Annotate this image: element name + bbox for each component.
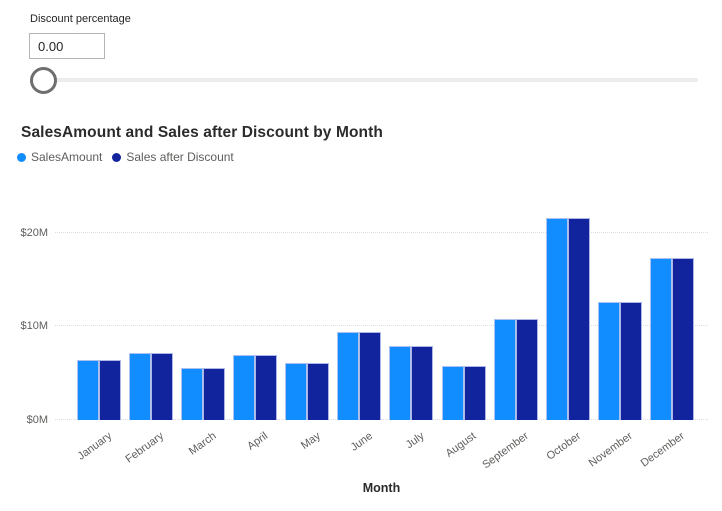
- bar-group-june: [337, 331, 382, 420]
- bar-sales-after-discount-november[interactable]: [619, 301, 642, 420]
- y-axis-tick-label: $10M: [20, 320, 48, 333]
- slicer-label: Discount percentage: [30, 13, 131, 25]
- bar-sales-after-discount-september[interactable]: [515, 318, 538, 420]
- slider-handle[interactable]: [30, 67, 57, 94]
- bar-group-april: [233, 355, 278, 420]
- x-axis-label-march: March: [186, 430, 219, 458]
- bar-salesamount-january[interactable]: [77, 360, 99, 420]
- bar-sales-after-discount-april[interactable]: [255, 355, 278, 420]
- legend-label: SalesAmount: [31, 150, 103, 164]
- legend-item-0[interactable]: SalesAmount: [17, 150, 102, 164]
- gridline-$0M: [55, 419, 708, 420]
- slider-track[interactable]: [32, 78, 698, 82]
- x-axis-label-may: May: [298, 430, 323, 452]
- bar-group-september: [493, 318, 538, 420]
- bar-salesamount-march[interactable]: [181, 368, 204, 420]
- bar-sales-after-discount-may[interactable]: [307, 362, 330, 420]
- bar-salesamount-december[interactable]: [649, 257, 672, 420]
- x-axis-label-october: October: [544, 430, 583, 463]
- bar-salesamount-april[interactable]: [233, 355, 256, 420]
- x-axis-title: Month: [362, 481, 401, 495]
- bar-group-november: [597, 301, 642, 420]
- x-axis-label-november: November: [586, 430, 635, 470]
- bar-sales-after-discount-february[interactable]: [151, 352, 174, 420]
- y-axis-tick-label: $20M: [20, 226, 48, 239]
- bar-group-may: [285, 362, 330, 420]
- bar-salesamount-july[interactable]: [389, 345, 412, 420]
- bar-sales-after-discount-july[interactable]: [411, 345, 434, 420]
- plot-area: $0M $10M $20M: [20, 205, 708, 426]
- chart-title: SalesAmount and Sales after Discount by …: [21, 124, 383, 141]
- bar-salesamount-june[interactable]: [337, 331, 360, 420]
- x-axis-label-april: April: [245, 430, 271, 453]
- x-axis-label-september: September: [480, 430, 531, 472]
- bar-salesamount-february[interactable]: [129, 352, 152, 420]
- bar-salesamount-september[interactable]: [493, 318, 516, 420]
- y-axis-tick-label: $0M: [26, 414, 48, 426]
- bar-salesamount-october[interactable]: [545, 217, 568, 420]
- bar-salesamount-may[interactable]: [285, 362, 308, 420]
- bar-group-march: [181, 368, 226, 420]
- legend-marker-icon: [112, 152, 122, 162]
- bar-group-january: [77, 360, 121, 420]
- legend-label: Sales after Discount: [126, 150, 234, 164]
- x-axis-label-december: December: [638, 430, 688, 470]
- bar-group-december: [649, 257, 694, 420]
- x-axis-label-january: January: [75, 430, 115, 463]
- bar-sales-after-discount-october[interactable]: [567, 217, 590, 420]
- bar-salesamount-august[interactable]: [441, 365, 464, 420]
- bar-group-february: [129, 352, 174, 420]
- x-axis-label-july: July: [403, 430, 427, 452]
- x-axis-label-june: June: [348, 430, 375, 454]
- gridline-$10M: [55, 325, 708, 327]
- legend-marker-icon: [17, 152, 26, 162]
- bar-sales-after-discount-june[interactable]: [359, 331, 382, 420]
- discount-value-input[interactable]: [29, 33, 105, 59]
- x-axis-labels: January February March April May June July Augu…: [55, 424, 708, 479]
- bar-group-october: [545, 217, 590, 420]
- bar-sales-after-discount-march[interactable]: [203, 368, 226, 420]
- bar-group-july: [389, 345, 434, 420]
- bar-salesamount-november[interactable]: [597, 301, 620, 420]
- bar-sales-after-discount-august[interactable]: [463, 365, 486, 420]
- x-axis-label-february: February: [123, 430, 167, 466]
- bars-container: [55, 205, 708, 420]
- gridline-$20M: [55, 231, 708, 233]
- bar-sales-after-discount-december[interactable]: [671, 257, 694, 420]
- chart-legend: SalesAmount Sales after Discount: [17, 150, 234, 164]
- bar-group-august: [441, 365, 486, 420]
- bar-sales-after-discount-january[interactable]: [99, 360, 121, 420]
- legend-item-1[interactable]: Sales after Discount: [112, 150, 234, 164]
- x-axis-label-august: August: [443, 430, 479, 460]
